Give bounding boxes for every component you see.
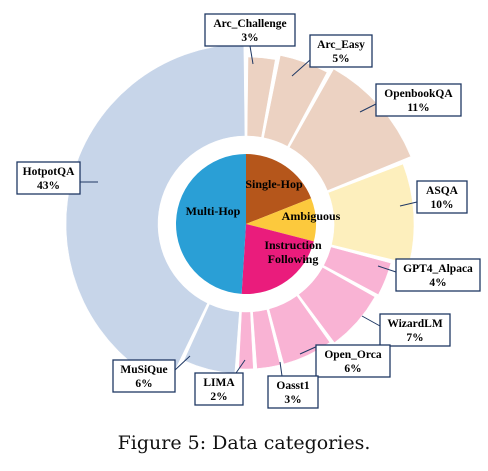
label-box-lima bbox=[194, 372, 244, 406]
leader-wizardlm bbox=[361, 315, 381, 327]
leader-arc-challenge bbox=[249, 45, 254, 65]
label-name-lima: LIMA bbox=[203, 377, 235, 389]
slice-wizardlm bbox=[298, 266, 376, 344]
label-musique: MuSiQue 6% bbox=[112, 359, 176, 393]
slice-openbookqa bbox=[288, 68, 412, 191]
slice-hotpotqa bbox=[65, 43, 246, 387]
group-labels: Single-Hop Ambiguous Instruction Following M… bbox=[186, 177, 341, 266]
label-name-gpt4-alpaca: GPT4_Alpaca bbox=[403, 263, 473, 275]
label-box-gpt4-alpaca bbox=[395, 258, 481, 292]
leader-openbookqa bbox=[359, 103, 377, 113]
label-arc-easy: Arc_Easy 5% bbox=[309, 34, 373, 68]
slice-musique bbox=[183, 303, 240, 374]
label-value-arc-easy: 5% bbox=[332, 53, 349, 65]
label-asqa: ASQA 10% bbox=[416, 180, 468, 214]
group-instruction-following bbox=[241, 224, 314, 294]
label-value-gpt4-alpaca: 4% bbox=[429, 277, 446, 289]
group-label-ambiguous: Ambiguous bbox=[282, 209, 341, 223]
group-multi-hop bbox=[176, 154, 246, 294]
leader-musique bbox=[174, 355, 191, 371]
inner-ring bbox=[176, 154, 316, 294]
label-hotpotqa: HotpotQA 43% bbox=[16, 161, 81, 195]
label-lima: LIMA 2% bbox=[194, 372, 244, 406]
label-box-asqa bbox=[416, 180, 468, 214]
label-value-open-orca: 6% bbox=[344, 363, 361, 375]
outer-ring bbox=[65, 43, 415, 387]
label-name-open-orca: Open_Orca bbox=[324, 349, 382, 361]
label-box-arc-challenge bbox=[204, 13, 296, 47]
leader-gpt4-alpaca bbox=[377, 265, 397, 273]
label-box-musique bbox=[112, 359, 176, 393]
leader-asqa bbox=[399, 201, 418, 207]
label-box-wizardlm bbox=[379, 313, 451, 347]
label-name-hotpotqa: HotpotQA bbox=[23, 166, 75, 178]
label-name-musique: MuSiQue bbox=[120, 364, 167, 376]
label-arc-challenge: Arc_Challenge 3% bbox=[204, 13, 296, 47]
label-box-hotpotqa bbox=[16, 161, 81, 195]
label-box-open-orca bbox=[315, 344, 391, 378]
slice-arc-easy bbox=[263, 55, 328, 147]
group-label-instruction-following: Instruction Following bbox=[264, 238, 322, 266]
label-name-arc-challenge: Arc_Challenge bbox=[213, 18, 286, 30]
label-wizardlm: WizardLM 7% bbox=[379, 313, 451, 347]
label-name-wizardlm: WizardLM bbox=[387, 318, 443, 330]
label-name-asqa: ASQA bbox=[426, 185, 459, 197]
leader-arc-easy bbox=[291, 59, 311, 77]
group-ambiguous bbox=[246, 198, 316, 242]
leader-lima bbox=[235, 359, 246, 374]
leader-oasst1 bbox=[279, 361, 283, 377]
label-gpt4-alpaca: GPT4_Alpaca 4% bbox=[395, 258, 481, 292]
label-value-openbookqa: 11% bbox=[407, 102, 429, 114]
slice-arc-challenge bbox=[246, 56, 276, 138]
label-box-arc-easy bbox=[309, 34, 373, 68]
group-label-multi-hop: Multi-Hop bbox=[186, 204, 241, 218]
slice-gpt4-alpaca bbox=[323, 246, 392, 295]
label-name-arc-easy: Arc_Easy bbox=[317, 39, 365, 51]
label-value-musique: 6% bbox=[135, 378, 152, 390]
label-value-wizardlm: 7% bbox=[406, 332, 423, 344]
label-box-oasst1 bbox=[267, 375, 319, 409]
slice-labels: Arc_Challenge 3% Arc_Easy 5% OpenbookQA 11% AS… bbox=[16, 13, 481, 409]
label-value-lima: 2% bbox=[210, 391, 227, 403]
data-categories-sunburst-chart: Arc_Challenge 3% Arc_Easy 5% OpenbookQA 11% AS… bbox=[16, 13, 481, 409]
label-name-oasst1: Oasst1 bbox=[276, 380, 309, 392]
label-box-openbookqa bbox=[375, 83, 462, 117]
slice-oasst1 bbox=[252, 309, 281, 369]
label-value-arc-challenge: 3% bbox=[241, 32, 258, 44]
figure-caption: Figure 5: Data categories. bbox=[117, 432, 371, 454]
label-leader-lines bbox=[80, 45, 418, 377]
label-value-asqa: 10% bbox=[431, 199, 454, 211]
label-openbookqa: OpenbookQA 11% bbox=[375, 83, 462, 117]
label-open-orca: Open_Orca 6% bbox=[315, 344, 391, 378]
group-label-single-hop: Single-Hop bbox=[245, 177, 303, 191]
label-value-hotpotqa: 43% bbox=[37, 180, 60, 192]
label-name-openbookqa: OpenbookQA bbox=[384, 88, 453, 100]
label-oasst1: Oasst1 3% bbox=[267, 375, 319, 409]
slice-lima bbox=[238, 311, 254, 370]
label-value-oasst1: 3% bbox=[284, 394, 301, 406]
group-single-hop bbox=[246, 154, 312, 224]
